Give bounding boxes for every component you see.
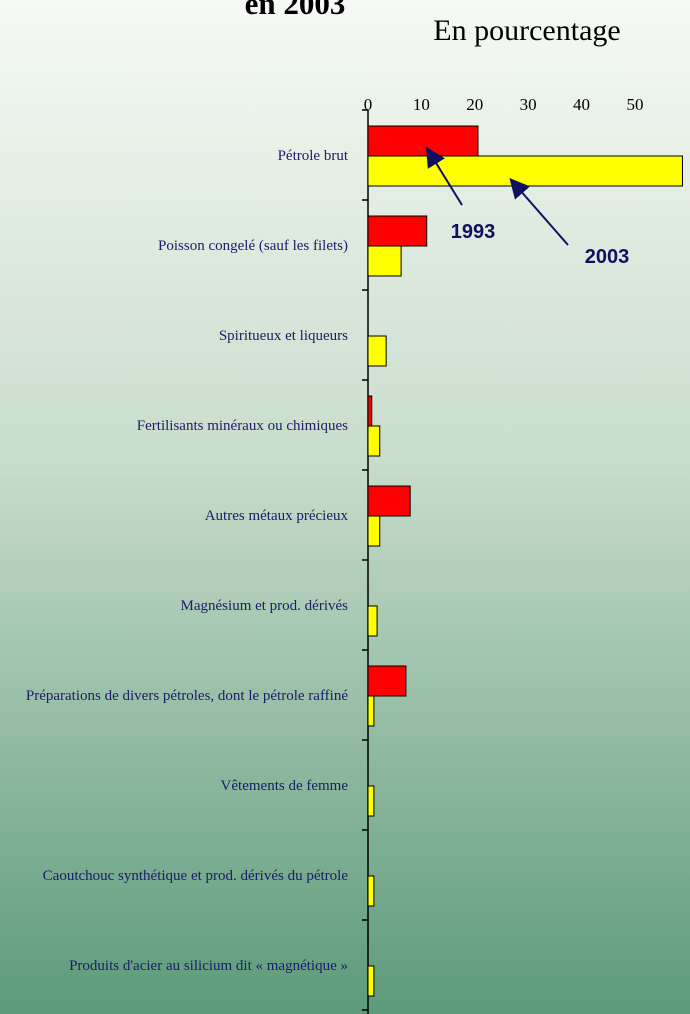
y-tick-label: Fertilisants minéraux ou chimiques bbox=[0, 412, 348, 441]
y-tick-label: Spiritueux et liqueurs bbox=[0, 322, 348, 351]
bar bbox=[367, 485, 411, 517]
x-tick-label: 10 bbox=[413, 95, 430, 114]
bar bbox=[367, 155, 683, 187]
y-tick-label: Autres métaux précieux bbox=[0, 502, 348, 531]
category-label: Spiritueux et liqueurs bbox=[218, 327, 348, 344]
y-tick-label: Vêtements de femme bbox=[0, 772, 348, 801]
x-tick-label: 0 bbox=[364, 95, 373, 114]
bar bbox=[367, 785, 375, 817]
y-tick-label: Produits d'acier au silicium dit « magné… bbox=[0, 952, 348, 981]
bar bbox=[367, 215, 428, 247]
x-tick-label: 50 bbox=[626, 95, 643, 114]
bar bbox=[367, 965, 375, 997]
bar bbox=[367, 335, 387, 367]
x-tick-label: 40 bbox=[573, 95, 590, 114]
category-label: Pétrole brut bbox=[277, 147, 348, 164]
category-label: Préparations de divers pétroles, dont le… bbox=[25, 687, 348, 704]
legend-label: 2003 bbox=[585, 246, 630, 268]
axis-label: En pourcentage bbox=[433, 14, 620, 47]
category-label: Caoutchouc synthétique et prod. dérivés … bbox=[42, 867, 348, 884]
category-label: Vêtements de femme bbox=[220, 777, 348, 794]
y-tick-label: Poisson congelé (sauf les filets) bbox=[0, 232, 348, 261]
bar bbox=[367, 395, 373, 427]
bar bbox=[367, 515, 381, 547]
bar bbox=[367, 695, 375, 727]
bar bbox=[367, 425, 381, 457]
y-tick-label: Caoutchouc synthétique et prod. dérivés … bbox=[0, 862, 348, 891]
bar bbox=[367, 605, 378, 637]
y-tick-label: Magnésium et prod. dérivés bbox=[0, 592, 348, 621]
y-tick-label: Préparations de divers pétroles, dont le… bbox=[0, 682, 348, 711]
y-tick-label: Pétrole brut bbox=[0, 142, 348, 171]
category-label: Poisson congelé (sauf les filets) bbox=[158, 237, 348, 254]
x-tick-label: 30 bbox=[520, 95, 537, 114]
bar bbox=[367, 665, 407, 697]
category-label: Fertilisants minéraux ou chimiques bbox=[136, 417, 348, 434]
category-label: Produits d'acier au silicium dit « magné… bbox=[69, 957, 348, 974]
callout-arrow bbox=[425, 146, 463, 206]
bar bbox=[367, 245, 402, 277]
bar bbox=[367, 125, 479, 157]
bar bbox=[367, 875, 375, 907]
x-tick-label: 20 bbox=[466, 95, 483, 114]
legend-label: 1993 bbox=[451, 221, 496, 243]
category-label: Autres métaux précieux bbox=[204, 507, 348, 524]
callout-arrow bbox=[509, 177, 569, 246]
category-label: Magnésium et prod. dérivés bbox=[180, 597, 348, 614]
chart-title: en 2003 bbox=[245, 0, 346, 21]
